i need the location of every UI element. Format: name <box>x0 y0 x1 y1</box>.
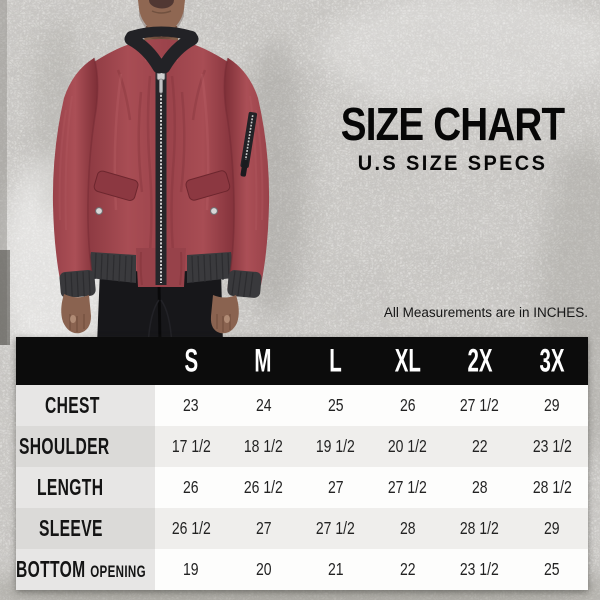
model <box>52 0 270 346</box>
cuff-left <box>59 269 96 298</box>
zipper-pull <box>159 78 164 94</box>
lips <box>149 0 174 9</box>
size-value-cell: 29 <box>515 385 588 426</box>
page-subtitle: U.S SIZE SPECS <box>357 152 548 175</box>
size-chart-header: S M L XL 2X 3X <box>16 337 588 385</box>
size-value-cell: 26 <box>371 385 444 426</box>
size-value-cell: 28 1/2 <box>515 467 588 508</box>
size-value-cell: 25 <box>299 385 372 426</box>
size-value-cell: 28 <box>371 508 444 549</box>
measurement-row: BOTTOM OPENING 19 20 21 22 23 1/2 25 <box>16 549 588 590</box>
size-chart-body: CHEST 23 24 25 26 27 1/2 29 SHOULDER 17 1/2 18 1/… <box>16 385 588 590</box>
ribbed-collar <box>124 26 199 74</box>
sleeve-right <box>223 57 270 290</box>
sleeve-zipper-pull <box>240 159 249 177</box>
size-column-header: 2X <box>443 337 516 385</box>
measurement-row: LENGTH 26 26 1/2 27 27 1/2 28 28 1/2 <box>16 467 588 508</box>
size-value-cell: 26 1/2 <box>227 467 300 508</box>
snap-button-right <box>210 207 218 215</box>
measurement-row: SHOULDER 17 1/2 18 1/2 19 1/2 20 1/2 22 23 1/2 <box>16 426 588 467</box>
size-chart-table: S M L XL 2X 3X CHEST 23 24 25 26 27 1/2 29 SHOULDER 1… <box>16 337 588 590</box>
snap-button-left <box>95 207 103 215</box>
pocket-flap-right <box>185 170 231 201</box>
size-value-cell: 19 1/2 <box>299 426 372 467</box>
cuff-right <box>227 270 262 298</box>
sleeve-left <box>52 57 99 290</box>
size-value-cell: 28 1/2 <box>443 508 516 549</box>
size-value-cell: 25 <box>515 549 588 590</box>
corner-cell <box>16 337 155 385</box>
size-value-cell: 23 1/2 <box>443 549 516 590</box>
size-value-cell: 26 1/2 <box>155 508 228 549</box>
size-value-cell: 20 <box>227 549 300 590</box>
hands <box>61 294 239 334</box>
size-value-cell: 26 <box>155 467 228 508</box>
size-value-cell: 23 1/2 <box>515 426 588 467</box>
size-value-cell: 20 1/2 <box>371 426 444 467</box>
measurement-row-label: SHOULDER <box>16 426 155 467</box>
size-value-cell: 27 1/2 <box>299 508 372 549</box>
size-column-header: S <box>155 337 228 385</box>
size-column-header: L <box>299 337 372 385</box>
page-title: SIZE CHART <box>340 98 565 150</box>
size-value-cell: 22 <box>443 426 516 467</box>
pocket-flap-left <box>93 170 139 201</box>
size-column-header: XL <box>371 337 444 385</box>
measurement-row-label: LENGTH <box>16 467 155 508</box>
size-value-cell: 27 <box>299 467 372 508</box>
fabric-wrinkles <box>116 69 207 253</box>
sleeve-zipper-pocket <box>240 111 258 177</box>
size-value-cell: 27 1/2 <box>443 385 516 426</box>
size-value-cell: 23 <box>155 385 228 426</box>
measurement-row-label: CHEST <box>16 385 155 426</box>
size-value-cell: 19 <box>155 549 228 590</box>
title-block: SIZE CHART U.S SIZE SPECS <box>305 101 600 176</box>
size-value-cell: 21 <box>299 549 372 590</box>
size-column-header: 3X <box>515 337 588 385</box>
jacket-zipper <box>155 64 167 285</box>
measurement-row: CHEST 23 24 25 26 27 1/2 29 <box>16 385 588 426</box>
size-value-cell: 18 1/2 <box>227 426 300 467</box>
size-value-cell: 27 <box>227 508 300 549</box>
measurement-note: All Measurements are in INCHES. <box>383 305 588 320</box>
measurement-row: SLEEVE 26 1/2 27 27 1/2 28 28 1/2 29 <box>16 508 588 549</box>
size-value-cell: 24 <box>227 385 300 426</box>
bomber-jacket <box>52 26 270 298</box>
size-column-header: M <box>227 337 300 385</box>
size-value-cell: 29 <box>515 508 588 549</box>
size-value-cell: 17 1/2 <box>155 426 228 467</box>
jacket-waistband <box>89 248 233 287</box>
measurement-row-label: BOTTOM OPENING <box>16 549 155 590</box>
measurement-row-label: SLEEVE <box>16 508 155 549</box>
size-value-cell: 27 1/2 <box>371 467 444 508</box>
size-value-cell: 22 <box>371 549 444 590</box>
size-value-cell: 28 <box>443 467 516 508</box>
